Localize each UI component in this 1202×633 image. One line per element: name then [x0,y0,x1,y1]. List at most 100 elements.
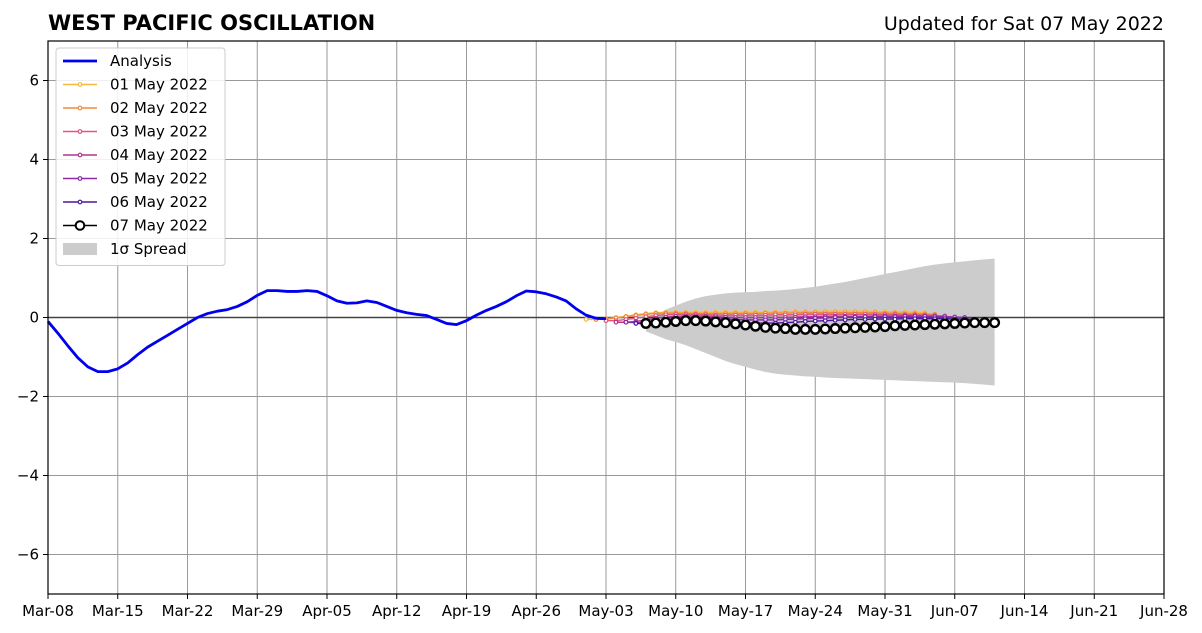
legend-entry: 07 May 2022 [63,217,208,235]
y-axis-ticks: −6 −4 −2 0 2 4 6 [17,72,48,564]
x-tick-label: May-24 [788,602,843,620]
y-tick-label: −2 [17,388,39,406]
forecast-point [889,320,901,332]
legend-label: 1σ Spread [110,240,187,258]
forecast-point [949,317,961,329]
forecast-point [989,317,1001,329]
forecast-point [852,317,858,322]
forecast-point [740,319,752,331]
forecast-point [759,321,771,333]
x-tick-label: Apr-26 [512,602,562,620]
spread-area [645,258,995,386]
forecast-point [802,319,808,324]
forecast-point [789,323,801,335]
forecast-series [583,308,1001,335]
y-tick-label: 2 [29,230,39,248]
y-tick-label: −6 [17,546,39,564]
forecast-point [730,318,742,330]
legend-marker [77,82,83,87]
forecast-point [623,319,629,325]
x-tick-label: May-31 [857,602,912,620]
x-tick-label: Mar-29 [231,602,283,620]
x-tick-label: Apr-05 [302,602,352,620]
forecast-point [799,323,811,335]
legend-entry: 1σ Spread [63,240,187,258]
chart-title: WEST PACIFIC OSCILLATION [48,11,375,35]
forecast-point [779,323,791,335]
forecast-point [862,317,868,322]
forecast-point [899,319,911,331]
legend-marker [74,220,86,231]
forecast-point [879,321,891,333]
y-tick-label: −4 [17,467,39,485]
forecast-point [859,321,871,333]
legend-marker [77,199,83,205]
x-tick-label: Jun-07 [930,602,979,620]
forecast-point [690,315,702,327]
legend-label: 03 May 2022 [110,123,208,141]
legend-entry: 01 May 2022 [63,76,208,94]
forecast-point [812,318,818,324]
legend-marker [77,152,83,158]
forecast-point [710,316,722,328]
legend-label: 02 May 2022 [110,99,208,117]
legend-label: 07 May 2022 [110,217,208,235]
x-tick-label: Jun-14 [1000,602,1049,620]
spread-band [645,258,995,386]
forecast-2022-05-07 [640,315,1001,335]
forecast-point [822,318,828,324]
legend-marker [77,105,83,111]
legend-entry: 04 May 2022 [63,146,208,164]
forecast-point [583,317,589,322]
legend-label: Analysis [110,52,172,70]
x-tick-label: Mar-22 [162,602,214,620]
legend-marker [77,129,83,134]
forecast-point [680,315,692,327]
legend-box [55,47,226,266]
forecast-point [633,321,639,326]
forecast-point [929,318,941,330]
x-tick-label: Apr-19 [442,602,492,620]
forecast-point [749,320,761,332]
forecast-point [792,319,798,325]
chart-subtitle: Updated for Sat 07 May 2022 [884,13,1164,35]
x-tick-label: Mar-15 [92,602,144,620]
legend-label: 05 May 2022 [110,170,208,188]
forecast-point [613,319,619,325]
legend-label: 06 May 2022 [110,193,208,211]
forecast-point [872,316,878,322]
x-tick-label: May-17 [718,602,773,620]
x-tick-label: May-10 [648,602,703,620]
legend-swatch [63,243,97,255]
forecast-point [869,321,881,333]
forecast-point [979,317,991,329]
x-tick-label: Mar-08 [22,602,74,620]
analysis-series [46,289,607,374]
x-tick-label: Jun-21 [1069,602,1118,620]
legend-label: 04 May 2022 [110,146,208,164]
forecast-point [670,315,682,327]
forecast-point [882,316,888,322]
forecast-point [640,317,652,329]
legend-label: 01 May 2022 [110,76,208,94]
legend: Analysis 01 May 2022 02 May 2022 03 May 202… [55,47,226,266]
analysis-line [46,289,607,374]
forecast-point [700,315,712,327]
forecast-point [959,317,971,329]
legend-marker [77,176,83,181]
forecast-point [969,317,981,329]
forecast-point [819,323,831,335]
forecast-point [919,319,931,331]
forecast-point [842,317,848,323]
forecast-point [832,317,838,323]
legend-entry: 06 May 2022 [63,193,208,211]
forecast-point [720,317,732,329]
x-tick-label: May-03 [578,602,633,620]
forecast-point [849,322,861,334]
y-tick-label: 0 [29,309,39,327]
legend-entry: 05 May 2022 [63,170,208,188]
y-tick-label: 4 [29,151,39,169]
x-tick-label: Jun-28 [1139,602,1188,620]
x-axis-ticks: Mar-08 Mar-15 Mar-22 Mar-29 Apr-05 Apr-12 Apr-… [22,594,1188,620]
forecast-point [829,323,841,335]
